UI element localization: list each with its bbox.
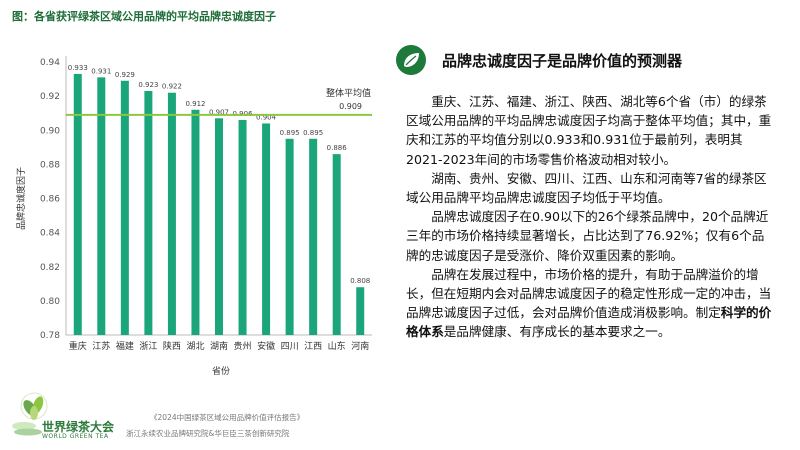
paragraph-pricing-system: 品牌在发展过程中，市场价格的提升，有助于品牌溢价的增长，但在短期内会对品牌忠诚度… — [406, 265, 776, 342]
analysis-text: 重庆、江苏、福建、浙江、陕西、湖北等6个省（市）的绿茶区域公用品牌的平均品牌忠诚… — [406, 92, 776, 342]
x-tick-label: 河南 — [351, 340, 369, 352]
x-tick-label: 湖北 — [186, 341, 204, 352]
y-tick-label: 0.88 — [40, 160, 60, 170]
bar-value-label: 0.886 — [327, 144, 348, 152]
bar-9 — [262, 123, 271, 335]
bar-1 — [73, 73, 82, 335]
y-tick-label: 0.92 — [40, 92, 60, 102]
x-tick-label: 浙江 — [139, 340, 157, 352]
footer-report-title: 《2024中国绿茶区域公用品牌价值评估报告》 — [150, 413, 305, 422]
x-tick-label: 贵州 — [234, 340, 252, 352]
x-tick-label: 四川 — [281, 342, 299, 352]
bar-10 — [285, 138, 294, 335]
bar-value-label: 0.904 — [256, 113, 277, 121]
bar-7 — [215, 118, 223, 336]
bar-value-label: 0.929 — [115, 71, 135, 79]
bar-value-label: 0.912 — [185, 100, 205, 108]
bar-5 — [167, 92, 176, 336]
bar-value-label: 0.895 — [303, 129, 323, 137]
bar-8 — [238, 120, 247, 335]
bar-2 — [97, 77, 106, 335]
paragraph-text-end: 是品牌健康、有序成长的基本要求之一。 — [443, 324, 671, 340]
bar-value-label: 0.895 — [280, 129, 300, 137]
bar-13 — [356, 287, 365, 335]
x-tick-label: 湖南 — [210, 340, 228, 352]
bar-12 — [332, 154, 341, 335]
y-axis-title: 品牌忠诚度因子 — [15, 167, 27, 230]
bar-6 — [191, 109, 200, 336]
paragraph-below-average: 湖南、贵州、安徽、四川、江西、山东和河南等7省的绿茶区域公用品牌平均品牌忠诚度因… — [406, 170, 767, 206]
bar-value-label: 0.931 — [91, 67, 111, 75]
bar-4 — [144, 91, 153, 335]
x-tick-label: 陕西 — [163, 340, 181, 352]
bar-value-label: 0.907 — [209, 108, 229, 116]
y-tick-label: 0.90 — [40, 126, 60, 136]
average-line-label: 整体平均值 — [326, 87, 371, 99]
bar-value-label: 0.922 — [162, 83, 182, 91]
logo-name: 世界绿茶大会 — [42, 420, 115, 434]
x-tick-label: 安徽 — [257, 340, 275, 352]
world-green-tea-logo — [6, 386, 118, 446]
paragraph-price-impact: 品牌忠诚度因子在0.90以下的26个绿茶品牌中，20个品牌近三年的市场价格持续显… — [406, 209, 769, 263]
x-axis-title: 省份 — [212, 365, 230, 377]
bar-value-label: 0.923 — [138, 81, 158, 89]
y-tick-label: 0.86 — [40, 195, 60, 205]
leaf-icon — [396, 45, 426, 75]
y-tick-label: 0.84 — [40, 229, 60, 239]
x-tick-label: 山东 — [328, 340, 346, 352]
section-heading: 品牌忠诚度因子是品牌价值的预测器 — [442, 52, 683, 70]
y-tick-label: 0.94 — [40, 58, 60, 68]
bar-11 — [309, 138, 318, 335]
bar-value-label: 0.933 — [68, 64, 88, 72]
x-tick-label: 江西 — [304, 341, 322, 352]
x-tick-label: 江苏 — [92, 340, 110, 352]
y-tick-label: 0.82 — [40, 263, 60, 273]
average-line-value: 0.909 — [339, 102, 362, 111]
highlight-pricing-system: 科学的价格体系 — [406, 305, 772, 340]
logo-english: WORLD GREEN TEA — [42, 433, 109, 440]
y-tick-label: 0.80 — [40, 297, 60, 307]
x-tick-label: 福建 — [116, 340, 134, 352]
y-tick-label: 0.78 — [40, 331, 60, 341]
bar-3 — [120, 80, 129, 335]
paragraph-above-average: 重庆、江苏、福建、浙江、陕西、湖北等6个省（市）的绿茶区域公用品牌的平均品牌忠诚… — [406, 94, 772, 167]
bar-value-label: 0.808 — [350, 277, 370, 285]
paragraph-text-start: 品牌在发展过程中，市场价格的提升，有助于品牌溢价的增长，但在短期内会对品牌忠诚度… — [406, 266, 772, 321]
figure-title: 图：各省获评绿茶区域公用品牌的平均品牌忠诚度因子 — [12, 10, 276, 23]
loyalty-bar-chart: 0.78 0.80 0.82 0.84 0.86 0.88 0.90 0.92 0.94 0.93… — [15, 56, 372, 377]
footer-institutes: 浙江永续农业品牌研究院&华巨臣三茶创新研究院 — [126, 429, 290, 438]
x-tick-label: 重庆 — [69, 340, 87, 352]
